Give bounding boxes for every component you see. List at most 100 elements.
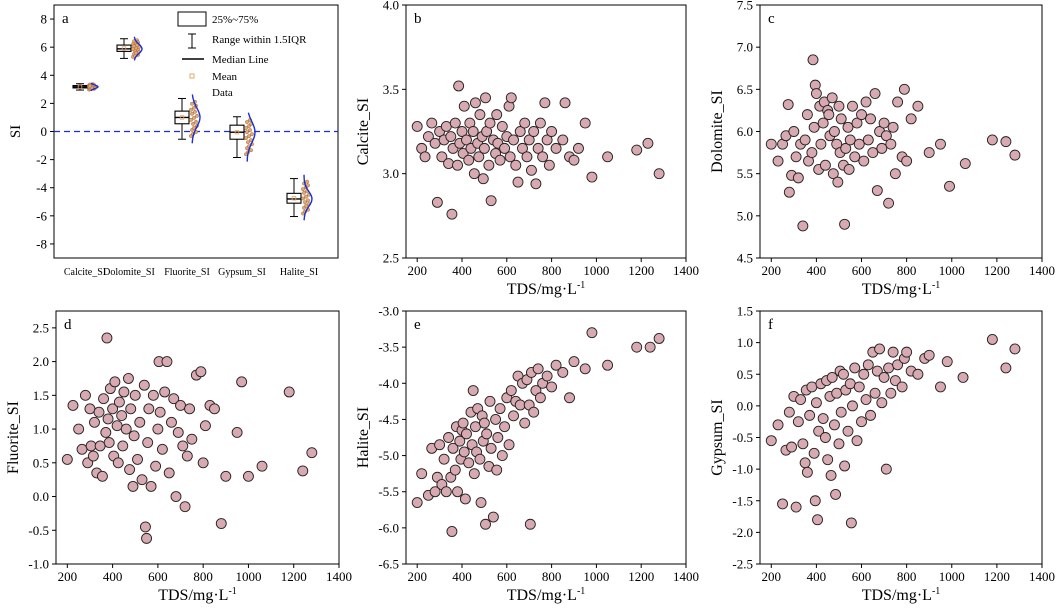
y-tick-label: 7.5 [737,0,753,13]
scatter-point [792,172,804,184]
scatter-point [93,406,105,418]
panel-letter: b [414,11,422,27]
panel-e-halite-scatter: -6.5 -6.0 -5.5 -5.0 -4.5 -4.0 -3.5 -3.0 200 400 60… [355,304,699,605]
scatter-point [530,178,542,190]
scatter-point [168,393,180,405]
data-dot [88,84,92,88]
scatter-point [510,159,522,171]
x-axis-label-sup: -1 [577,280,585,291]
y-axis-label: Halite_SI [355,407,372,468]
data-dot [192,115,196,120]
scatter-point [892,359,904,371]
scatter-point [172,426,184,438]
scatter-point [801,466,813,478]
x-tick-label: 1000 [939,569,965,584]
x-axis-label: TDS/mg·L-1 [862,586,941,604]
y-tick-label: 0.5 [737,367,753,382]
scatter-point [869,88,881,100]
scatter-point [887,121,899,133]
scatter-point [136,474,148,486]
scatter-point [431,196,443,208]
scatter-point [851,117,863,129]
mean-marker [234,130,240,135]
data-dot [306,183,310,188]
scatter-point [602,151,614,163]
y-tick-label: -4.5 [378,412,399,427]
y-tick-label: -1.5 [732,493,753,508]
y-tick-label: -6.5 [378,557,399,572]
scatter-point [519,117,531,129]
scatter-point [143,403,155,415]
x-tick-label: 800 [193,569,213,584]
y-tick-label: 3.5 [383,82,399,97]
scatter-point [523,134,535,146]
scatter-point [826,92,838,104]
scatter-point [457,417,469,429]
y-tick-label: 4.0 [383,0,399,13]
y-tick-label: 2.5 [33,320,49,335]
x-tick-label: 400 [807,569,827,584]
data-dot [193,109,197,114]
scatter-point [463,154,475,166]
y-tick-label: 4 [41,68,48,83]
x-axis-label-sup: -1 [228,586,236,597]
scatter-point [490,413,502,425]
scatter-point [839,460,851,472]
scatter-point [61,453,73,465]
data-dot [250,132,254,137]
x-tick-label: 1200 [984,263,1010,278]
data-dot [304,194,308,199]
scatter-point [481,428,493,440]
scatter-point [835,113,847,125]
panel-f-gypsum-scatter: -2.5 -2.0 -1.5 -1.0 -0.5 0.0 0.5 1.0 1.5 200 400 60… [709,304,1055,605]
scatter-point [813,425,825,437]
legend-label-range: Range within 1.5IQR [212,34,307,46]
scatter-point [809,495,821,507]
scatter-point [912,368,924,380]
y-tick-label: 0 [41,124,48,139]
scatter-point [505,92,517,104]
scatter-point [856,109,867,121]
data-dot [194,119,198,124]
scatter-point [445,131,457,143]
panel-c-dolomite-scatter: 4.5 5.0 5.5 6.0 6.5 7.0 7.5 200 400 600 800 1000 120… [709,0,1055,298]
scatter-point [856,416,867,428]
scatter-point [806,381,818,393]
y-axis-label: Dolomite_SI [709,90,726,173]
scatter-point [491,109,503,121]
data-dot [244,136,248,141]
scatter-point [808,447,820,459]
scatter-point [878,117,890,129]
scatter-point [819,432,831,443]
scatter-point [438,453,450,465]
scatter-point [458,100,470,112]
scatter-point [799,134,811,146]
scatter-point [87,450,99,462]
x-tick-label: 400 [807,263,827,278]
x-tick-label: 200 [762,263,782,278]
plot-frame [405,310,687,565]
scatter-point [833,438,845,450]
scatter-point [579,363,591,375]
scatter-point [826,371,838,383]
scatter-point [129,389,141,401]
scatter-point [851,435,863,447]
scatter-point [822,454,834,466]
scatter-point [844,134,856,146]
scatter-point [777,498,789,510]
data-dot [304,204,308,208]
legend-mean-symbol [189,73,195,79]
x-axis-label: TDS/mg·L-1 [507,280,586,298]
x-tick-label: 800 [897,569,917,584]
scatter-point [127,480,139,492]
data-dot [191,121,195,126]
kde-curve [303,174,313,221]
y-tick-label: -5.5 [378,484,399,499]
scatter-point [449,117,461,129]
data-dot [245,130,249,134]
scatter-point [541,134,553,146]
y-tick-label: 7.0 [737,40,753,55]
scatter-point [847,100,858,112]
scatter-point [532,363,544,375]
data-dot [189,117,193,122]
